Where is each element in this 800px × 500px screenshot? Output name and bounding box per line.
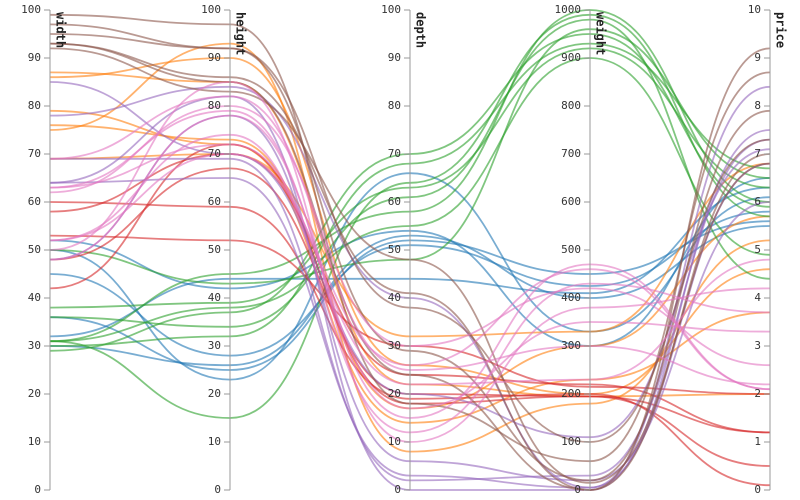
tick-label: 500 [561, 243, 581, 256]
tick-label: 400 [561, 291, 581, 304]
data-line-6-1 [49, 109, 771, 419]
tick-label: 0 [214, 483, 221, 496]
data-line-2-5 [49, 57, 771, 343]
tick-label: 600 [561, 195, 581, 208]
data-line-2-1 [49, 42, 771, 347]
tick-label: 30 [28, 339, 41, 352]
tick-label: 40 [28, 291, 41, 304]
data-line-2-2 [49, 33, 771, 352]
tick-label: 1 [754, 435, 761, 448]
tick-label: 8 [754, 99, 761, 112]
tick-label: 90 [28, 51, 41, 64]
tick-label: 0 [394, 483, 401, 496]
data-line-0-1 [49, 210, 771, 357]
tick-label: 20 [28, 387, 41, 400]
tick-label: 40 [388, 291, 401, 304]
tick-label: 60 [28, 195, 41, 208]
tick-label: 900 [561, 51, 581, 64]
tick-label: 80 [28, 99, 41, 112]
data-line-4-5 [49, 95, 771, 491]
axis-price: 0 1 2 3 4 5 6 7 8 9 10 price [748, 3, 788, 496]
tick-label: 100 [381, 3, 401, 16]
data-line-6-6 [49, 114, 771, 410]
tick-label: 300 [561, 339, 581, 352]
tick-label: 40 [208, 291, 221, 304]
tick-label: 20 [208, 387, 221, 400]
data-line-1-2 [49, 109, 771, 424]
tick-label: 20 [388, 387, 401, 400]
tick-label: 100 [561, 435, 581, 448]
tick-label: 50 [28, 243, 41, 256]
tick-label: 9 [754, 51, 761, 64]
data-line-5-5 [49, 42, 771, 491]
tick-label: 7 [754, 147, 761, 160]
tick-label: 90 [208, 51, 221, 64]
tick-label: 60 [208, 195, 221, 208]
tick-label: 5 [754, 243, 761, 256]
tick-label: 800 [561, 99, 581, 112]
tick-label: 90 [388, 51, 401, 64]
tick-label: 30 [208, 339, 221, 352]
axes: 0102030405060708090100width0102030405060… [21, 3, 787, 496]
data-line-3-1 [49, 153, 771, 434]
tick-label: 60 [388, 195, 401, 208]
tick-label: 0 [754, 483, 761, 496]
data-line-6-3 [49, 95, 771, 386]
axis-title-width: width [54, 12, 68, 48]
data-line-3-3 [49, 201, 771, 487]
tick-label: 10 [28, 435, 41, 448]
tick-label: 6 [754, 195, 761, 208]
tick-label: 4 [754, 291, 761, 304]
tick-label: 0 [34, 483, 41, 496]
tick-label: 10 [208, 435, 221, 448]
data-line-1-0 [49, 71, 771, 398]
tick-label: 700 [561, 147, 581, 160]
data-line-2-7 [49, 9, 771, 343]
tick-label: 10 [748, 3, 761, 16]
tick-label: 70 [28, 147, 41, 160]
data-line-2-3 [49, 47, 771, 309]
data-line-0-4 [49, 220, 771, 371]
tick-label: 100 [21, 3, 41, 16]
tick-label: 3 [754, 339, 761, 352]
axis-title-height: height [234, 12, 248, 55]
axis-depth: 0 10 20 30 40 50 60 70 80 90 100 depth [381, 3, 427, 496]
tick-label: 50 [208, 243, 221, 256]
tick-label: 70 [388, 147, 401, 160]
axis-title-depth: depth [414, 12, 428, 48]
axis-title-price: price [774, 12, 788, 48]
data-line-6-5 [49, 81, 771, 443]
data-line-6-7 [49, 143, 771, 386]
axis-title-weight: weight [594, 12, 608, 55]
tick-label: 2 [754, 387, 761, 400]
data-line-6-0 [49, 133, 771, 434]
tick-label: 50 [388, 243, 401, 256]
axis-height: 0 10 20 30 40 50 60 70 80 90 100 height [201, 3, 247, 496]
tick-label: 10 [388, 435, 401, 448]
tick-label: 100 [201, 3, 221, 16]
tick-label: 70 [208, 147, 221, 160]
tick-label: 200 [561, 387, 581, 400]
data-line-2-4 [49, 18, 771, 328]
tick-label: 0 [574, 483, 581, 496]
tick-label: 1000 [555, 3, 582, 16]
axis-weight: 0 100 200 300 400 500 600 700 800 900 1000 weight [555, 3, 608, 496]
tick-label: 80 [388, 99, 401, 112]
tick-label: 30 [388, 339, 401, 352]
tick-label: 80 [208, 99, 221, 112]
axis-width: 0 10 20 30 40 50 60 70 80 90 100 width [21, 3, 67, 496]
